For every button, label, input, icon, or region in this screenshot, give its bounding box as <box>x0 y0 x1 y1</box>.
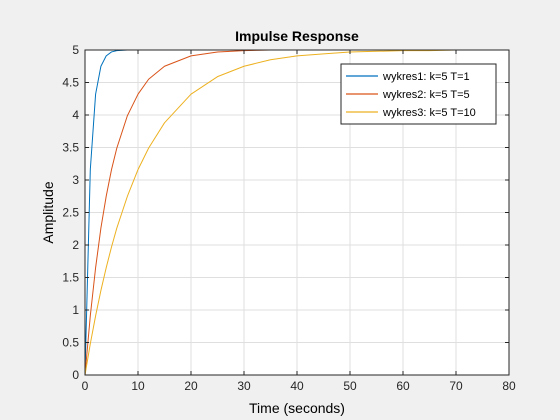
x-tick-label: 10 <box>131 379 145 393</box>
x-tick-label: 70 <box>449 379 463 393</box>
legend-label-2: wykres2: k=5 T=5 <box>382 89 470 101</box>
series-line-3[interactable] <box>84 49 509 376</box>
y-tick-label: 4 <box>72 108 79 122</box>
y-tick-label: 3.5 <box>62 141 79 155</box>
x-tick-label: 60 <box>396 379 410 393</box>
chart-title: Impulse Response <box>235 28 359 44</box>
x-axis-label: Time (seconds) <box>249 400 345 416</box>
legend-label-3: wykres3: k=5 T=10 <box>382 107 476 119</box>
y-tick-label: 0 <box>72 368 79 382</box>
y-tick-label: 4.5 <box>62 76 79 90</box>
legend-label-1: wykres1: k=5 T=1 <box>382 71 470 83</box>
x-tick-label: 40 <box>290 379 304 393</box>
y-tick-label: 0.5 <box>62 336 79 350</box>
x-tick-label: 20 <box>184 379 198 393</box>
y-tick-label: 1.5 <box>62 271 79 285</box>
x-tick-label: 30 <box>237 379 251 393</box>
axis-ticks: 0 10 20 30 40 50 60 70 80 0 0.5 1 1.5 2 2.5 3 3.5 4 4.5 5 <box>62 43 516 393</box>
y-axis-label: Amplitude <box>40 181 56 243</box>
x-tick-label: 50 <box>343 379 357 393</box>
legend[interactable]: wykres1: k=5 T=1 wykres2: k=5 T=5 wykres3:… <box>340 63 497 125</box>
x-tick-label: 80 <box>502 379 516 393</box>
x-tick-label: 0 <box>82 379 89 393</box>
y-tick-label: 2.5 <box>62 206 79 220</box>
y-tick-label: 2 <box>72 238 79 252</box>
y-tick-label: 1 <box>72 303 79 317</box>
y-tick-label: 5 <box>72 43 79 57</box>
y-tick-label: 3 <box>72 173 79 187</box>
